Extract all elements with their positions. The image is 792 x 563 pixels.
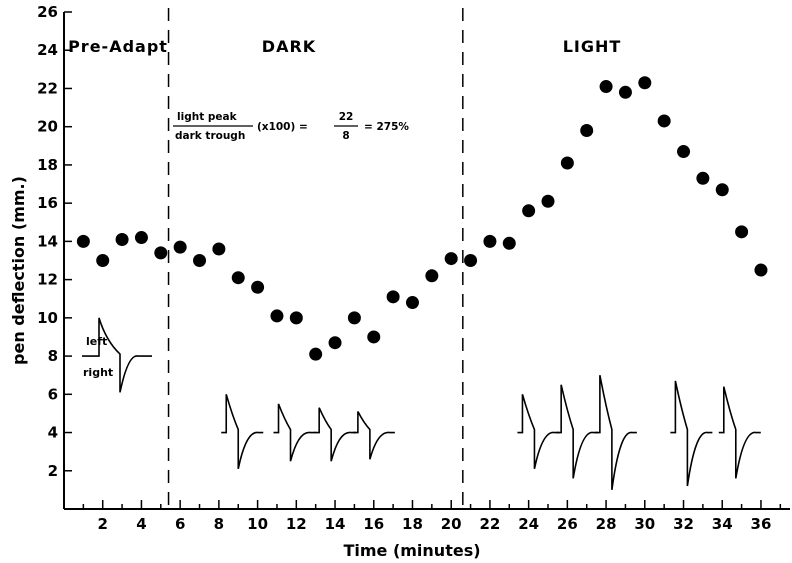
- x-tick-label: 8: [214, 515, 224, 533]
- inset-trace: [82, 317, 152, 393]
- x-tick-label: 32: [673, 515, 694, 533]
- data-point: [754, 263, 768, 277]
- eog-trace: [670, 380, 713, 487]
- polarity-inset: left right: [82, 317, 152, 393]
- eog-trace: [314, 407, 357, 462]
- data-point: [483, 234, 497, 248]
- data-point: [289, 311, 303, 325]
- phase-labels: Pre-Adapt DARK LIGHT: [68, 37, 622, 56]
- data-point: [560, 156, 574, 170]
- y-tick-label: 8: [48, 347, 58, 365]
- data-point: [464, 254, 478, 267]
- y-tick-label: 16: [37, 194, 58, 212]
- data-point: [328, 336, 342, 350]
- eog-trace: [556, 384, 599, 479]
- x-tick-label: 26: [557, 515, 578, 533]
- x-tick-label: 30: [634, 515, 655, 533]
- y-tick-label: 10: [37, 309, 58, 327]
- annotation-numerator: light peak: [177, 111, 238, 123]
- annotation-denominator: dark trough: [175, 130, 245, 142]
- x-tick-label: 10: [247, 515, 268, 533]
- x-tick-label: 20: [441, 515, 462, 533]
- x-axis-label: Time (minutes): [343, 541, 480, 560]
- data-point: [193, 254, 207, 267]
- x-tick-label: 14: [325, 515, 346, 533]
- eog-trace: [273, 403, 316, 462]
- data-point: [405, 296, 419, 310]
- x-tick-label: 2: [98, 515, 108, 533]
- x-tick-label: 34: [712, 515, 733, 533]
- x-tick-label: 24: [518, 515, 539, 533]
- x-tick-label: 16: [363, 515, 384, 533]
- data-point: [638, 76, 652, 90]
- data-point: [580, 124, 594, 138]
- y-tick-label: 22: [37, 79, 58, 97]
- data-point: [386, 290, 400, 304]
- data-point: [425, 269, 439, 283]
- x-tick-label: 22: [479, 515, 500, 533]
- data-point: [677, 145, 691, 159]
- y-tick-label: 14: [37, 232, 58, 250]
- x-tick-label: 18: [402, 515, 423, 533]
- data-point: [657, 114, 671, 128]
- eog-trace: [221, 394, 264, 470]
- y-tick-label: 6: [48, 385, 58, 403]
- data-point: [522, 204, 536, 218]
- data-points: [76, 76, 768, 361]
- data-point: [154, 246, 168, 260]
- data-point: [599, 80, 613, 94]
- annotation-numerator-value: 22: [339, 111, 354, 123]
- x-tick-label: 12: [286, 515, 307, 533]
- eog-trace: [718, 386, 761, 479]
- annotation-denominator-value: 8: [342, 130, 349, 142]
- data-point: [115, 232, 129, 246]
- inset-label-right: right: [83, 366, 113, 379]
- annotation-result: = 275%: [364, 121, 409, 133]
- ratio-annotation: light peak dark trough (x100) = 22 8 = 2…: [173, 111, 409, 142]
- y-tick-label: 24: [37, 41, 58, 59]
- x-tick-label: 36: [751, 515, 772, 533]
- data-point: [76, 234, 90, 248]
- data-point: [347, 311, 361, 325]
- data-point: [696, 171, 710, 185]
- data-point: [618, 85, 632, 99]
- phase-label: Pre-Adapt: [68, 37, 168, 56]
- data-point: [173, 240, 187, 254]
- data-point: [367, 330, 381, 344]
- data-point: [541, 194, 555, 208]
- y-tick-label: 20: [37, 118, 58, 136]
- data-point: [134, 231, 148, 245]
- x-tick-label: 28: [596, 515, 617, 533]
- eog-traces: [221, 375, 761, 490]
- phase-label: DARK: [262, 37, 316, 56]
- y-tick-label: 12: [37, 271, 58, 289]
- y-tick-label: 2: [48, 462, 58, 480]
- data-point: [309, 347, 323, 361]
- data-point: [212, 242, 226, 256]
- data-point: [444, 252, 458, 266]
- data-point: [251, 280, 265, 294]
- data-point: [715, 183, 729, 197]
- data-point: [231, 271, 245, 285]
- y-axis-label: pen deflection (mm.): [9, 176, 28, 365]
- eog-trace: [517, 394, 560, 470]
- inset-label-left: left: [86, 335, 107, 348]
- data-point: [96, 254, 110, 267]
- y-tick-label: 26: [37, 3, 58, 21]
- eog-trace: [352, 411, 395, 460]
- y-tick-label: 4: [48, 424, 58, 442]
- eog-trace: [594, 375, 637, 490]
- data-point: [502, 236, 516, 250]
- x-tick-label: 6: [175, 515, 185, 533]
- x-tick-label: 4: [136, 515, 146, 533]
- annotation-multiplier: (x100) =: [257, 121, 308, 133]
- phase-dividers: [167, 8, 464, 509]
- data-point: [735, 225, 749, 239]
- y-tick-label: 18: [37, 156, 58, 174]
- phase-label: LIGHT: [563, 37, 622, 56]
- data-point: [270, 309, 284, 323]
